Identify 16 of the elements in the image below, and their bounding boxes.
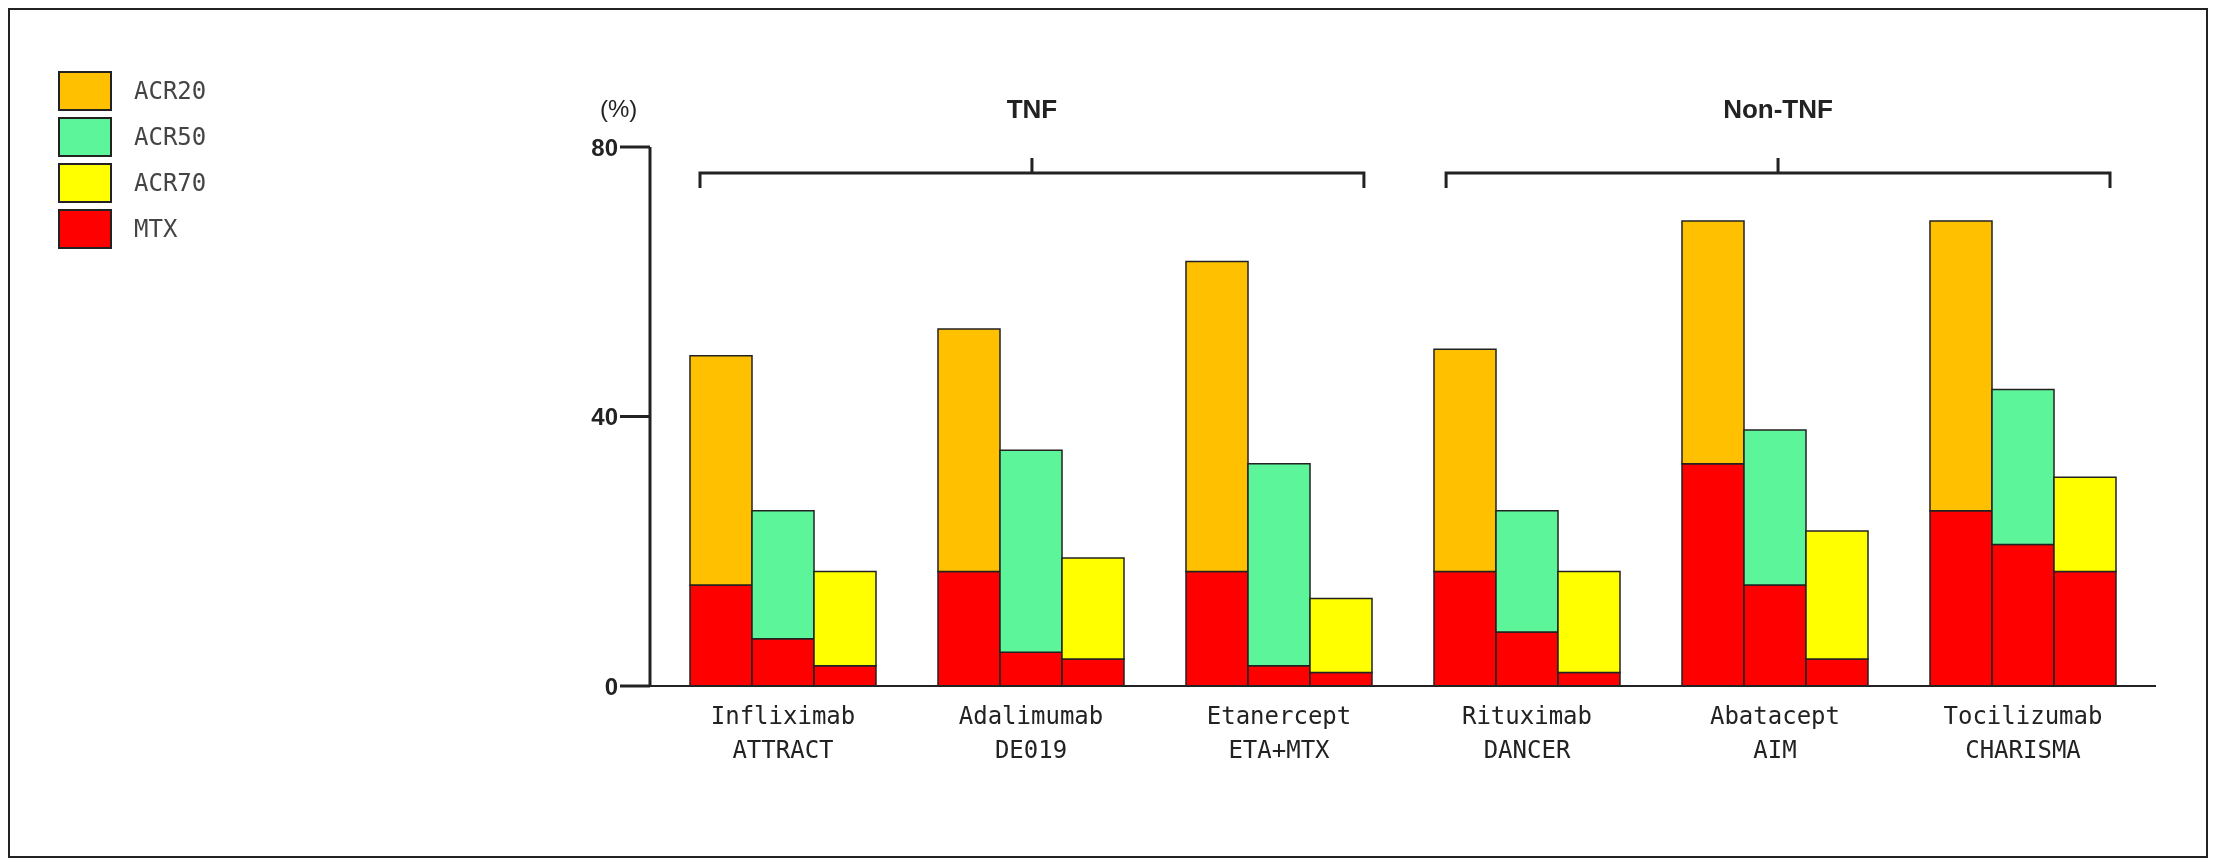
- legend-label: MTX: [134, 215, 178, 243]
- x-tick-label: Abatacept AIM: [1709, 702, 1841, 764]
- x-tick-label: Adalimumab DE019: [958, 702, 1104, 764]
- x-tick-label: Tocilizumab CHARISMA: [1943, 702, 2103, 764]
- text: TNF: [1006, 94, 1058, 124]
- legend-label: ACR20: [134, 77, 207, 105]
- y-tick-label: 80: [591, 133, 618, 161]
- x-tick-label: Etanercept ETA+MTX: [1206, 702, 1352, 764]
- x-tick-label: Rituximab DANCER: [1461, 702, 1593, 764]
- legend-label: ACR50: [134, 123, 207, 151]
- y-axis-title: (%): [600, 95, 638, 123]
- y-tick-label: 40: [591, 403, 618, 431]
- x-tick-label: Infliximab ATTRACT: [710, 702, 856, 764]
- y-tick-label: 0: [604, 672, 618, 700]
- legend-label: ACR70: [134, 169, 207, 197]
- text: Non-TNF: [1723, 94, 1833, 124]
